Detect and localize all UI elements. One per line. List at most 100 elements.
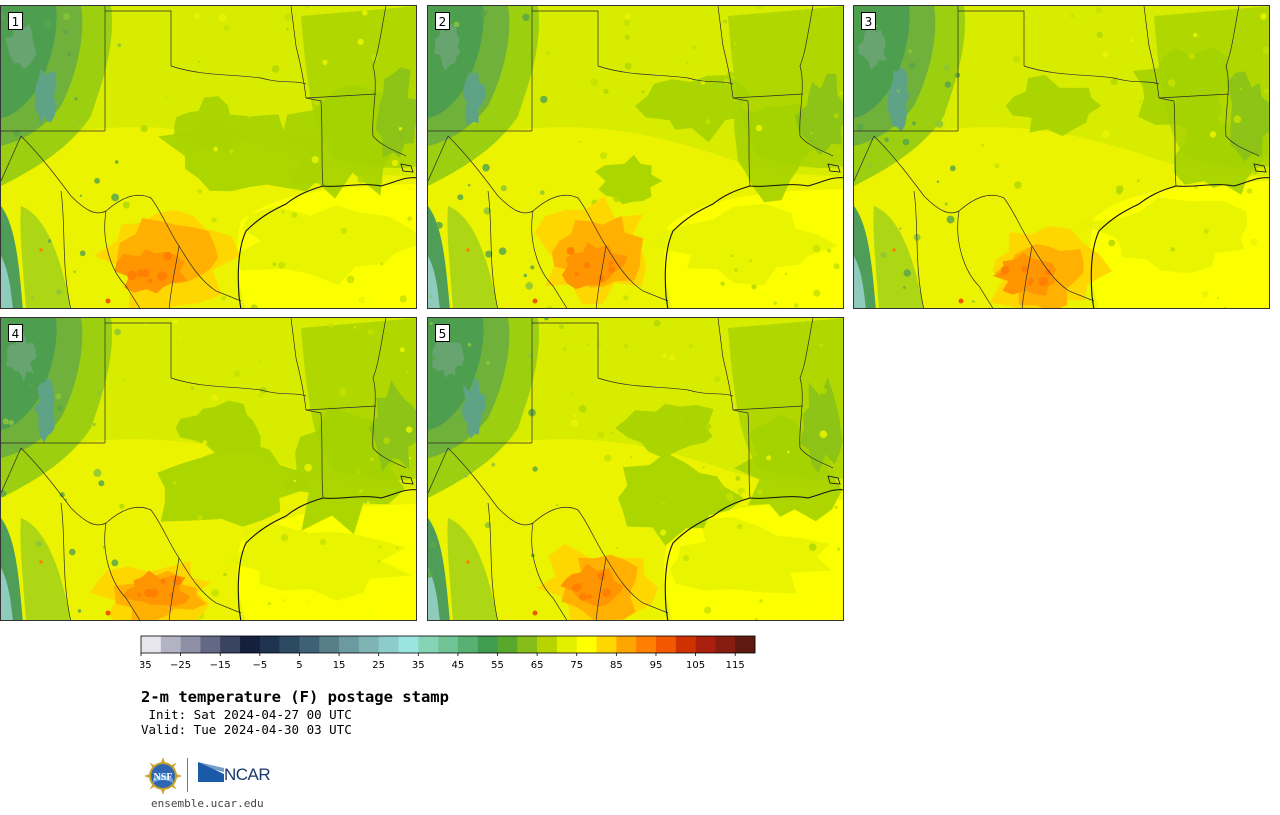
panel-number: 2 [435,12,450,30]
temperature-speckle [352,584,359,592]
temperature-speckle [498,247,507,255]
temperature-speckle [362,10,368,16]
temperature-speckle [77,609,82,613]
state-boundary [1021,245,1033,308]
state-boundary [531,210,568,308]
temperature-speckle [1193,32,1198,38]
state-boundary [732,93,804,99]
temperature-speckle [734,268,738,272]
temperature-speckle [755,124,763,132]
temperature-speckle [730,254,734,258]
temperature-speckle [304,6,310,9]
temperature-speckle [296,521,299,525]
temperature-speckle [1262,46,1269,54]
temperature-speckle [428,412,431,416]
state-boundary [1,135,22,182]
temperature-speckle [211,217,217,223]
state-boundary [104,210,141,308]
temperature-speckle [876,25,878,28]
temperature-zone-45f [463,70,487,127]
international-border [447,135,669,302]
temperature-speckle [202,440,208,445]
gulf-cooler-patch [646,203,839,286]
colorbar-swatch [695,636,716,653]
temperature-speckle [395,546,399,550]
temperature-zone-40f-mexico [854,256,866,308]
colorbar-swatch [497,636,518,653]
temperature-speckle [624,62,632,70]
temperature-speckle [794,303,799,308]
temperature-speckle [354,468,362,475]
temperature-speckle [111,193,119,202]
temperature-speckle [322,59,328,65]
valid-time: Valid: Tue 2024-04-30 03 UTC [141,722,352,737]
temperature-speckle [346,499,349,502]
temperature-speckle [93,468,102,477]
temperature-speckle [525,282,533,290]
temperature-speckle [789,64,796,70]
title-block: 2-m temperature (F) postage stamp Init: … [141,688,449,737]
state-boundary [305,97,324,187]
plot-title: 2-m temperature (F) postage stamp [141,688,449,706]
international-border [20,447,242,614]
colorbar-swatch [141,636,162,653]
state-boundary [168,245,180,308]
temperature-speckle [391,159,399,167]
temperature-speckle [810,132,813,135]
temperature-speckle [359,185,362,187]
state-boundary [531,522,568,620]
temperature-zone-45f [461,376,486,439]
colorbar-swatch [279,636,300,653]
temperature-speckle [334,539,343,547]
temperature-speckle [211,589,220,597]
temperature-speckle [1167,79,1176,87]
colorbar-swatch [576,636,597,653]
temperature-speckle [245,141,249,145]
temperature-speckle [258,393,263,398]
temperature-speckle [946,215,955,224]
temperature-speckle [597,431,605,438]
temperature-speckle [994,163,1000,169]
temperature-speckle [293,479,297,483]
temperature-speckle [644,186,649,191]
temperature-hotspot [583,262,591,269]
temperature-speckle [884,137,889,142]
temperature-speckle [491,462,496,467]
coastline [400,475,414,485]
temperature-map [1,6,416,308]
temperature-speckle [528,353,533,358]
temperature-speckle [358,296,366,304]
temperature-speckle [641,90,645,94]
state-boundary [913,190,924,308]
temperature-speckle [410,443,416,452]
panel-number: 1 [8,12,23,30]
temperature-speckle [540,190,545,195]
temperature-speckle [685,162,689,166]
temperature-hotspot [1028,278,1034,284]
temperature-speckle [662,502,666,506]
temperature-zone-55f-east [369,380,416,472]
temperature-zone-65f [595,154,663,205]
temperature-speckle [633,443,637,448]
temperature-speckle [483,207,491,215]
state-boundary [1143,6,1160,99]
coastline [237,185,324,308]
temperature-speckle [548,175,556,183]
temperature-speckle [339,388,347,396]
temperature-speckle [826,248,832,253]
state-boundary [105,10,172,66]
temperature-hotspot [1045,269,1052,276]
map-panel-1: 1 [0,5,417,309]
temperature-speckle [723,78,730,85]
temperature-speckle [1095,6,1102,14]
temperature-speckle [784,273,788,276]
colorbar-tick-label: 85 [610,660,623,671]
temperature-speckle [380,262,383,266]
colorbar-swatch [715,636,736,653]
temperature-speckle [29,383,33,387]
temperature-speckle [936,180,940,183]
temperature-speckle [114,160,119,164]
temperature-speckle [751,284,757,290]
temperature-speckle [67,52,72,57]
temperature-speckle [685,61,689,65]
